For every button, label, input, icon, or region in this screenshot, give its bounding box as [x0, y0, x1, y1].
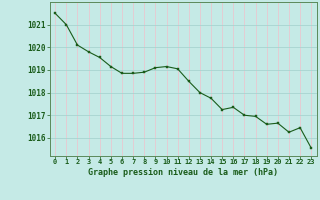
- X-axis label: Graphe pression niveau de la mer (hPa): Graphe pression niveau de la mer (hPa): [88, 168, 278, 177]
